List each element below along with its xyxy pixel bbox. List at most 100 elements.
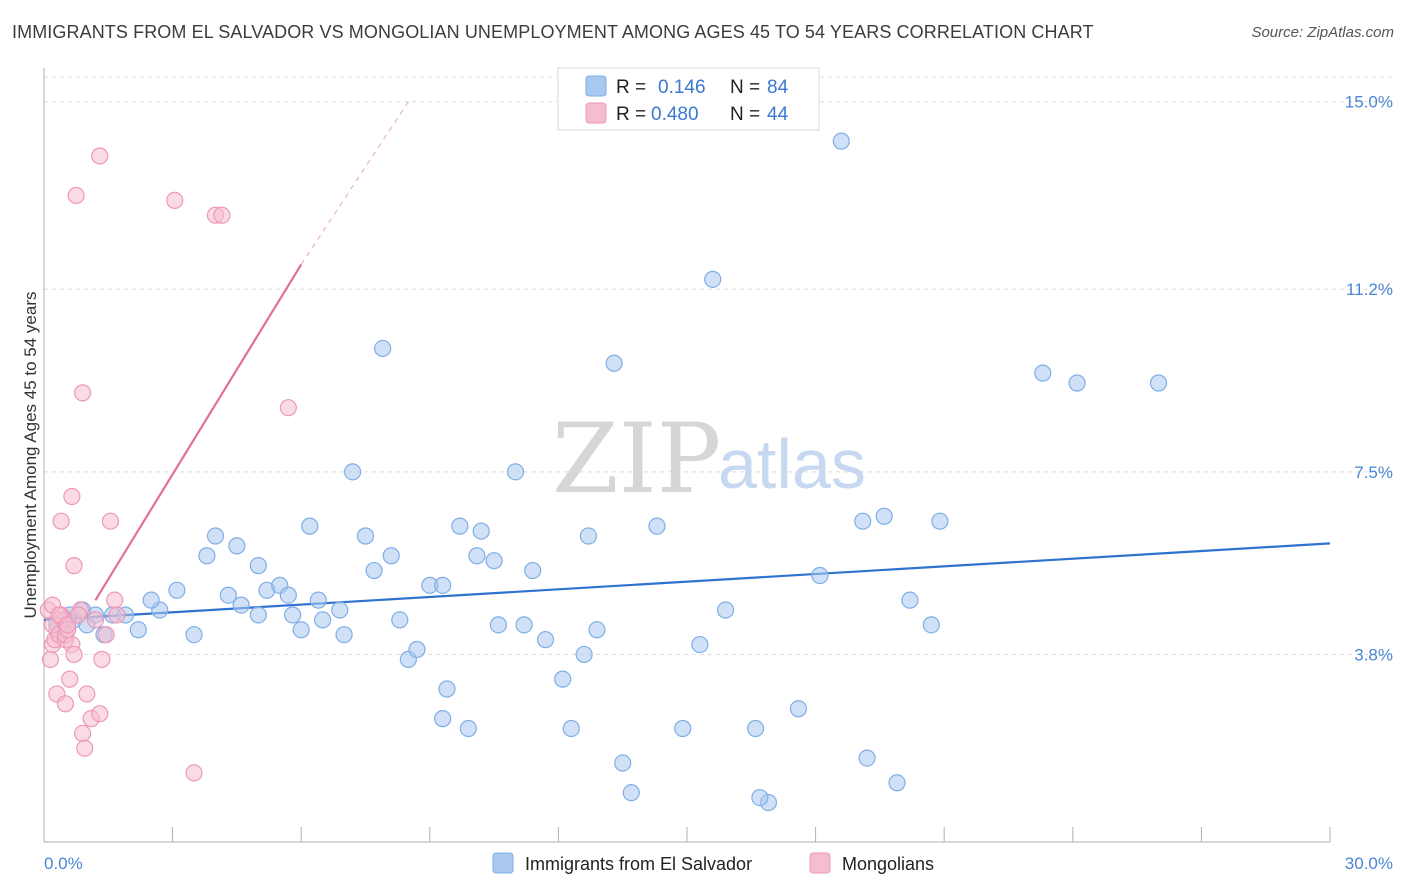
el-salvador-point [434,576,452,594]
el-salvador-point [232,596,250,614]
el-salvador-point [228,537,246,555]
y-tick-label: 15.0% [1345,93,1393,112]
el-salvador-point [751,788,769,807]
el-salvador-point [524,561,542,580]
legend-r-value-1: 0.146 [658,77,706,98]
el-salvador-point [605,354,623,372]
mongolians-point [166,191,184,209]
legend-n-value-1: 84 [767,77,789,98]
mongolians-point [91,705,109,723]
el-salvador-point [344,463,362,481]
mongolians-point [73,384,92,402]
el-salvador-point [485,552,503,570]
el-salvador-point [622,784,640,802]
el-salvador-point [554,670,572,688]
el-salvador-point [249,557,267,575]
chart-title: IMMIGRANTS FROM EL SALVADOR VS MONGOLIAN… [12,22,1094,42]
mongolians-point [106,591,124,609]
el-salvador-point [746,719,765,738]
el-salvador-point [356,527,375,545]
el-salvador-point [579,527,598,545]
mongolians-point [97,626,115,644]
y-tick-labels: 3.8% 7.5% 11.2% 15.0% [1345,93,1393,665]
mongolians-point [93,650,111,668]
trend-line-mongolians [94,263,303,601]
mongolians-point [63,487,81,506]
el-salvador-point [365,561,383,580]
el-salvador-point [185,626,203,644]
mongolians-point [73,724,92,743]
el-salvador-point [472,522,490,540]
el-salvador-point [451,517,469,535]
mongolians-point [185,764,203,782]
legend-swatch-pink [585,102,607,124]
el-salvador-point [832,132,850,150]
el-salvador-point [284,606,302,624]
el-salvador-point [588,621,606,639]
mongolians-point [76,739,94,757]
legend-swatch-blue [585,75,607,97]
legend-n-label-2: N = [730,104,760,125]
x-tick-label-max: 30.0% [1345,854,1393,873]
el-salvador-point [1149,374,1168,392]
el-salvador-point [536,631,555,649]
mongolians-point [52,512,70,530]
el-salvador-point [279,586,297,604]
el-salvador-point [1068,374,1086,392]
mongolians-point [101,512,120,530]
el-salvador-point [614,754,632,772]
y-tick-label: 3.8% [1354,645,1393,664]
mongolians-point [279,399,297,417]
el-salvador-point [506,463,525,481]
source-credit: Source: ZipAtlas.com [1251,24,1394,41]
mongolians-point [67,186,85,205]
mongolians-point [78,685,96,703]
legend-n-label-1: N = [730,77,760,98]
mongolians-point [61,670,79,688]
mongolians-point [91,147,109,165]
legend: R = 0.146 N = 84 R = 0.480 N = 44 [557,67,820,131]
el-salvador-point [901,591,919,609]
el-salvador-point [468,547,486,565]
el-salvador-point [129,621,147,639]
el-salvador-point [198,547,216,565]
el-salvador-point [219,586,237,604]
el-salvador-point [314,611,332,629]
legend-r-value-2: 0.480 [651,104,699,125]
el-salvador-point [811,566,829,585]
el-salvador-point [168,581,186,599]
x-tick-label-min: 0.0% [44,854,83,873]
series-legend: Immigrants from El Salvador Mongolians [492,852,934,874]
legend-n-value-2: 44 [767,104,789,125]
el-salvador-point [704,270,722,288]
el-salvador-point [309,591,327,609]
mongolians-point [65,645,83,664]
el-salvador-point [382,547,400,565]
el-salvador-point [931,512,949,530]
el-salvador-point [562,719,580,738]
el-salvador-point [142,591,160,609]
watermark-atlas: atlas [718,425,866,503]
trend-line-mongolians-extension [300,101,409,265]
el-salvador-point [391,611,409,629]
el-salvador-point [691,635,709,654]
el-salvador-point [875,507,893,525]
el-salvador-point [858,749,876,767]
gridlines [44,76,1393,655]
el-salvador-point [206,527,225,545]
el-salvador-point [489,616,507,634]
el-salvador-point [438,680,456,698]
el-salvador-point [716,601,735,619]
y-tick-label: 11.2% [1346,280,1393,299]
el-salvador-point [459,719,477,738]
mongolians-point [86,611,105,629]
x-tick-marks [43,827,1331,842]
series-mongolians-points [39,147,297,782]
y-tick-label: 7.5% [1354,463,1393,482]
series-legend-swatch-pink [809,852,831,874]
mongolians-point [69,606,87,624]
series-legend-label-2: Mongolians [842,854,934,874]
mongolians-point [108,606,126,624]
el-salvador-point [374,339,392,358]
